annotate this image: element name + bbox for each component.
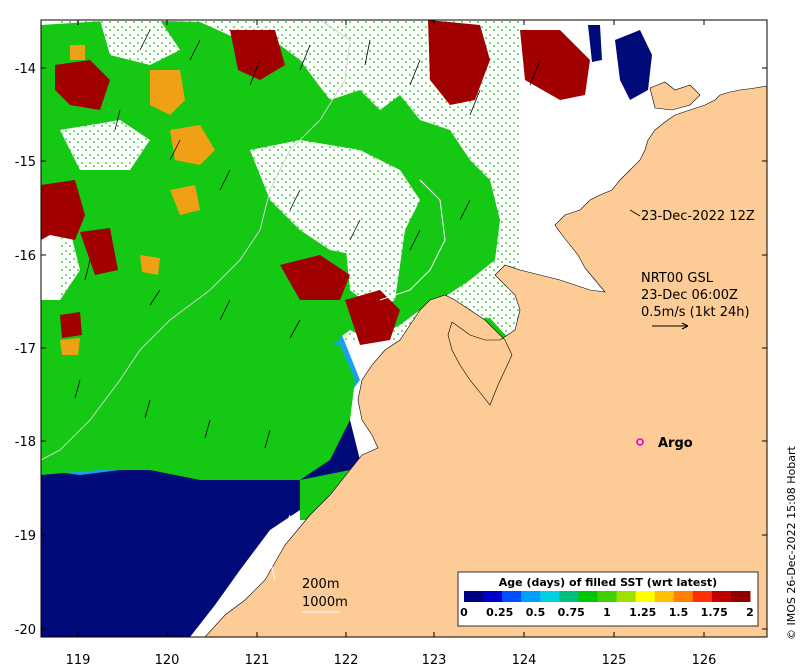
current-scale-arrow	[652, 322, 689, 330]
x-tick-label: 122	[334, 653, 359, 668]
plot-frame	[40, 19, 768, 638]
x-tick-label: 123	[422, 653, 447, 668]
colorbar-tick-label: 0.75	[558, 606, 585, 619]
x-tick-label: 120	[155, 653, 180, 668]
sst-age-patch-orange-1	[150, 70, 185, 115]
colorbar-swatch	[597, 591, 618, 602]
sst-age-patch-orange-5	[70, 45, 85, 60]
argo-float-marker[interactable]	[636, 438, 644, 446]
sst-age-patch-dark-red-nw	[55, 60, 110, 110]
colorbar-swatch	[521, 591, 541, 602]
colorbar-swatch	[711, 591, 732, 602]
colorbar-swatch	[654, 591, 675, 602]
y-tick-label: -19	[15, 529, 36, 544]
colorbar-swatch	[464, 591, 484, 602]
sst-age-patch-dark-red-w	[41, 180, 85, 240]
contour-1000m-label: 1000m	[302, 595, 348, 610]
colorbar-tick-label: 2	[746, 606, 754, 619]
sst-age-patch-dark-red-sw	[60, 312, 82, 338]
current-info-line1: NRT00 GSL	[641, 271, 714, 286]
colorbar-swatch	[540, 591, 560, 602]
land-mass	[204, 20, 767, 637]
title-stamp: 23-Dec-2022 12Z	[641, 209, 755, 224]
colorbar-tick-label: 1.5	[669, 606, 689, 619]
current-info-line2: 23-Dec 06:00Z	[641, 288, 738, 303]
y-tick-label: -15	[15, 155, 36, 170]
colorbar-tick-label: 1.25	[629, 606, 656, 619]
sst-age-patch-orange-2	[170, 125, 215, 165]
x-tick-labels: 119 120 121 122 123 124 125 126	[66, 653, 717, 668]
y-tick-label: -16	[15, 249, 36, 264]
x-tick-label: 121	[245, 653, 270, 668]
colorbar-swatch	[559, 591, 579, 602]
y-tick-labels: -14 -15 -16 -17 -18 -19 -20	[15, 62, 36, 638]
sst-age-patch-dark-blue-n	[588, 25, 602, 62]
colorbar-tick-label: 1.75	[701, 606, 728, 619]
y-tick-label: -14	[15, 62, 36, 77]
x-tick-label: 126	[692, 653, 717, 668]
sst-age-patch-dark-red-n	[230, 30, 285, 80]
sst-age-patch-orange-3	[170, 185, 200, 215]
sst-age-patch-dark-blue-ne	[615, 30, 652, 100]
colorbar-swatch	[730, 591, 751, 602]
land-islands-north	[649, 81, 701, 111]
colorbar-swatch	[616, 591, 637, 602]
colorbar-tick-label: 0.5	[526, 606, 546, 619]
colorbar-tick-label: 0	[460, 606, 468, 619]
sst-age-region-green-2	[41, 340, 355, 480]
colorbar-title: Age (days) of filled SST (wrt latest)	[499, 576, 717, 589]
sst-age-patch-orange-4	[140, 255, 160, 275]
argo-label: Argo	[658, 436, 693, 451]
colorbar-swatch	[673, 591, 694, 602]
current-info-line3: 0.5m/s (1kt 24h)	[641, 305, 750, 320]
colorbar-swatch	[578, 591, 598, 602]
x-tick-label: 125	[602, 653, 627, 668]
sst-age-patch-dark-red-coast	[345, 290, 400, 345]
current-vectors	[74, 29, 541, 449]
x-axis	[77, 20, 705, 637]
colorbar-swatch	[483, 591, 503, 602]
credit-text: © IMOS 26-Dec-2022 15:08 Hobart	[785, 446, 798, 640]
y-tick-label: -20	[15, 623, 36, 638]
x-tick-label: 119	[66, 653, 91, 668]
contour-200m	[41, 20, 351, 461]
contour-200m-label: 200m	[302, 577, 339, 592]
colorbar-tick-label: 1	[603, 606, 611, 619]
contour-1000m	[269, 179, 446, 581]
colorbar-swatch	[502, 591, 522, 602]
stamp-leader-line	[629, 209, 641, 217]
y-tick-label: -17	[15, 342, 36, 357]
map-area	[41, 20, 767, 637]
sst-age-patch-dark-red-w2	[80, 228, 118, 275]
colorbar-swatch	[692, 591, 713, 602]
colorbar-swatch	[635, 591, 656, 602]
sst-age-patch-dark-red-ne2	[520, 30, 590, 100]
y-tick-label: -18	[15, 435, 36, 450]
colorbar-gradient	[464, 591, 751, 602]
y-axis	[41, 67, 767, 630]
sst-age-patch-dark-red-mid	[280, 255, 350, 300]
sst-age-patch-dark-red-ne	[428, 20, 490, 105]
colorbar-ticks: 0 0.25 0.5 0.75 1 1.25 1.5 1.75 2	[460, 606, 754, 619]
x-tick-label: 124	[512, 653, 537, 668]
colorbar-tick-label: 0.25	[486, 606, 513, 619]
sst-age-patch-orange-6	[60, 338, 80, 355]
